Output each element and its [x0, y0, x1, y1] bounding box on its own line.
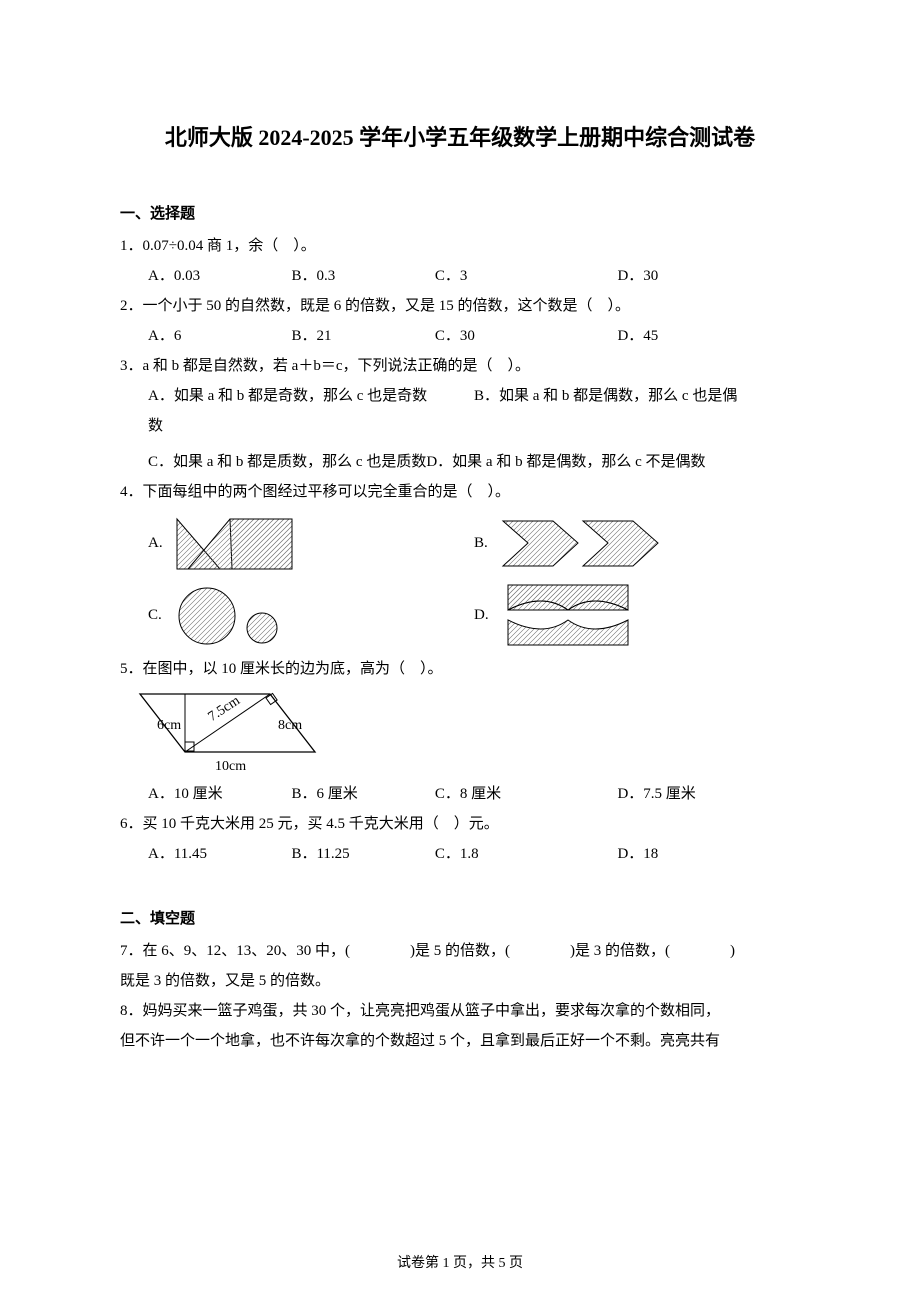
page-title: 北师大版 2024-2025 学年小学五年级数学上册期中综合测试卷 — [120, 120, 800, 152]
section-1-header: 一、选择题 — [120, 202, 800, 223]
q4-label-c: C. — [148, 607, 172, 624]
q4-label-d: D. — [474, 607, 498, 624]
q6-opt-a: A．11.45 — [148, 839, 291, 869]
q3-line-cd: C．如果 a 和 b 都是质数，那么 c 也是质数D．如果 a 和 b 都是偶数… — [120, 447, 800, 477]
q4-row-cd: C. D. — [120, 580, 800, 650]
wave-rect-icon — [498, 580, 668, 650]
q3-opt-b-head: B．如果 a 和 b 都是偶数，那么 c 也是偶 — [474, 381, 800, 411]
q2-opt-c: C．30 — [435, 321, 618, 351]
q5-options: A．10 厘米 B．6 厘米 C．8 厘米 D．7.5 厘米 — [120, 779, 800, 809]
q7-line1: 7．在 6、9、12、13、20、30 中，( )是 5 的倍数，( )是 3 … — [120, 936, 800, 966]
q5-dim-r: 8cm — [278, 718, 302, 733]
q2-opt-b: B．21 — [291, 321, 434, 351]
q6-opt-c: C．1.8 — [435, 839, 618, 869]
section-2-header: 二、填空题 — [120, 907, 800, 928]
q4-label-a: A. — [148, 535, 172, 552]
q4-label-b: B. — [474, 535, 498, 552]
q2-opt-d: D．45 — [617, 321, 800, 351]
q4-figure-c — [172, 583, 474, 648]
q3-stem: 3．a 和 b 都是自然数，若 a＋b＝c，下列说法正确的是（ ）。 — [120, 351, 800, 381]
q5-dim-base: 10cm — [215, 759, 246, 774]
q2-stem: 2．一个小于 50 的自然数，既是 6 的倍数，又是 15 的倍数，这个数是（ … — [120, 291, 800, 321]
q3-opt-c: C．如果 a 和 b 都是质数，那么 c 也是质数 — [148, 454, 426, 470]
q8-line2: 但不许一个一个地拿，也不许每次拿的个数超过 5 个，且拿到最后正好一个不剩。亮亮… — [120, 1026, 800, 1056]
q3-opt-d: D．如果 a 和 b 都是偶数，那么 c 不是偶数 — [426, 454, 705, 470]
q5-opt-c: C．8 厘米 — [435, 779, 618, 809]
q6-stem: 6．买 10 千克大米用 25 元，买 4.5 千克大米用（ ）元。 — [120, 809, 800, 839]
q3-opt-a: A．如果 a 和 b 都是奇数，那么 c 也是奇数 — [148, 381, 474, 411]
q6-opt-d: D．18 — [617, 839, 800, 869]
q2-options: A．6 B．21 C．30 D．45 — [120, 321, 800, 351]
exam-page: 北师大版 2024-2025 学年小学五年级数学上册期中综合测试卷 一、选择题 … — [0, 0, 920, 1302]
q5-opt-a: A．10 厘米 — [148, 779, 291, 809]
arrows-icon — [498, 511, 668, 576]
q5-dim-h: 6cm — [157, 718, 181, 733]
q4-figure-d — [498, 580, 800, 650]
q1-options: A．0.03 B．0.3 C．3 D．30 — [120, 261, 800, 291]
q8-line1: 8．妈妈买来一篮子鸡蛋，共 30 个，让亮亮把鸡蛋从篮子中拿出，要求每次拿的个数… — [120, 996, 800, 1026]
q5-opt-b: B．6 厘米 — [291, 779, 434, 809]
page-footer: 试卷第 1 页，共 5 页 — [0, 1252, 920, 1272]
q4-figure-b — [498, 511, 800, 576]
q5-dim-diag: 7.5cm — [206, 693, 243, 724]
q1-opt-c: C．3 — [435, 261, 618, 291]
q5-stem: 5．在图中，以 10 厘米长的边为底，高为（ ）。 — [120, 654, 800, 684]
q6-opt-b: B．11.25 — [291, 839, 434, 869]
q4-figure-a — [172, 511, 474, 576]
triangle-trapezoid-icon — [172, 511, 312, 576]
q2-opt-a: A．6 — [148, 321, 291, 351]
q3-opt-b-tail: 数 — [120, 411, 800, 441]
q1-opt-b: B．0.3 — [291, 261, 434, 291]
q7-line2: 既是 3 的倍数，又是 5 的倍数。 — [120, 966, 800, 996]
circles-icon — [172, 583, 312, 648]
q5-figure-wrap: 7.5cm 6cm 8cm 10cm — [120, 684, 800, 779]
q1-opt-d: D．30 — [617, 261, 800, 291]
q1-opt-a: A．0.03 — [148, 261, 291, 291]
q3-line-ab: A．如果 a 和 b 都是奇数，那么 c 也是奇数 B．如果 a 和 b 都是偶… — [120, 381, 800, 411]
q6-options: A．11.45 B．11.25 C．1.8 D．18 — [120, 839, 800, 869]
q4-stem: 4．下面每组中的两个图经过平移可以完全重合的是（ ）。 — [120, 477, 800, 507]
q5-opt-d: D．7.5 厘米 — [617, 779, 800, 809]
q1-stem: 1．0.07÷0.04 商 1，余（ ）。 — [120, 231, 800, 261]
q4-row-ab: A. B. — [120, 511, 800, 576]
parallelogram-icon: 7.5cm 6cm 8cm 10cm — [120, 684, 340, 779]
